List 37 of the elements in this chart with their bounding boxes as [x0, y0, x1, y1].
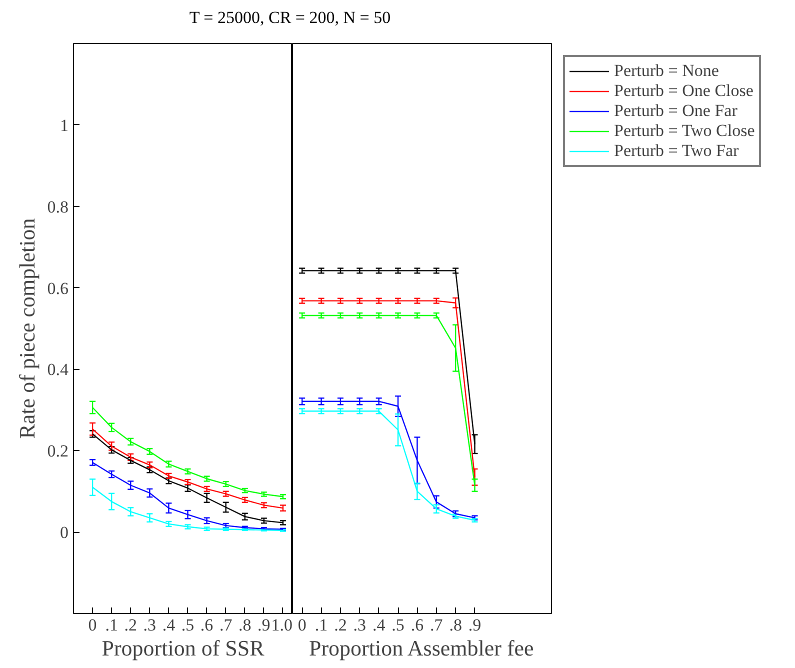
x-tick-label: .9 — [258, 616, 270, 634]
x-tick-label: .9 — [468, 616, 482, 634]
legend-label: Perturb = One Close — [614, 81, 754, 101]
legend-label: Perturb = None — [614, 61, 719, 81]
y-tick-label: 0 — [60, 523, 68, 542]
x-tick-label: .3 — [353, 616, 366, 634]
x-tick-label: .3 — [143, 616, 156, 634]
y-tick-label: 0.4 — [47, 360, 69, 380]
x-tick-label: .2 — [124, 616, 138, 634]
x-tick-label: .4 — [372, 616, 386, 634]
y-axis-title: Rate of piece completion — [14, 218, 40, 439]
x-tick-label: .6 — [410, 616, 424, 634]
x-axis-title: Proportion Assembler fee — [308, 636, 534, 660]
x-tick-label: .2 — [334, 616, 347, 634]
x-tick-label: .4 — [162, 616, 176, 634]
x-tick-label: .5 — [181, 616, 194, 634]
legend-label: Perturb = Two Close — [614, 121, 755, 141]
line-series — [92, 462, 284, 530]
legend-label: Perturb = Two Far — [614, 141, 739, 161]
x-tick-label: .1 — [105, 616, 118, 634]
x-tick-label: .5 — [392, 616, 404, 634]
x-tick-label: 1.0 — [271, 616, 292, 634]
y-tick-label: 0.8 — [47, 197, 68, 216]
x-tick-label: .7 — [430, 616, 444, 634]
x-tick-label: 0 — [298, 616, 306, 634]
x-tick-label: .8 — [238, 616, 252, 634]
x-tick-label: .6 — [200, 616, 214, 634]
legend-label: Perturb = One Far — [614, 101, 738, 121]
x-tick-label: .1 — [314, 616, 328, 634]
x-tick-label: .7 — [219, 616, 233, 634]
x-tick-label: .8 — [449, 616, 462, 634]
y-tick-label: 1 — [60, 116, 68, 135]
y-tick-label: 0.6 — [47, 278, 68, 298]
x-tick-label: 0 — [88, 616, 97, 634]
x-axis-title: Proportion of SSR — [102, 636, 265, 660]
chart-title: T = 25000, CR = 200, N = 50 — [189, 7, 391, 29]
y-tick-label: 0.2 — [47, 442, 68, 461]
